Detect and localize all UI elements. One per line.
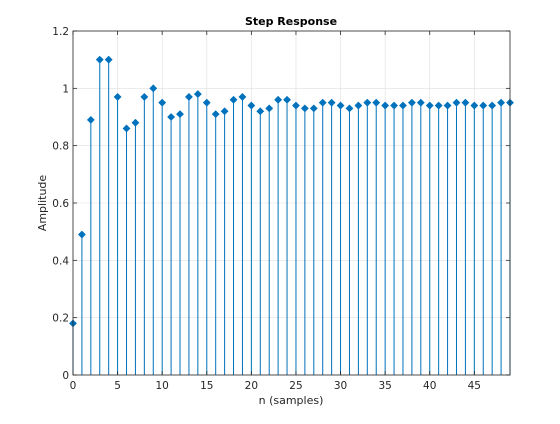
chart-title: Step Response bbox=[245, 15, 337, 28]
y-axis-label: Amplitude bbox=[36, 175, 49, 232]
stem-marker bbox=[407, 98, 416, 107]
x-tick-label: 30 bbox=[334, 380, 347, 392]
stem-marker bbox=[122, 124, 131, 133]
stem-marker bbox=[140, 93, 149, 101]
stem-marker bbox=[497, 98, 505, 107]
stem-marker bbox=[95, 55, 104, 64]
stem-markers bbox=[69, 55, 514, 328]
stem-marker bbox=[185, 93, 193, 101]
stem-marker bbox=[434, 101, 443, 110]
stem-marker bbox=[274, 95, 283, 104]
stem-marker bbox=[113, 93, 122, 101]
stem-marker bbox=[479, 101, 488, 110]
y-tick-label: 0.2 bbox=[52, 313, 69, 325]
stem-marker bbox=[318, 98, 327, 107]
stem-marker bbox=[256, 107, 265, 116]
stem-lines bbox=[72, 59, 511, 375]
x-tick-label: 5 bbox=[114, 380, 121, 392]
stem-marker bbox=[78, 230, 86, 239]
y-tick-label: 1 bbox=[62, 83, 69, 95]
stem-marker bbox=[336, 101, 345, 110]
stem-marker bbox=[354, 101, 363, 110]
x-tick-label: 0 bbox=[70, 380, 77, 392]
y-tick-label: 0 bbox=[62, 370, 69, 382]
stem-marker bbox=[425, 101, 434, 110]
stem-marker bbox=[211, 110, 220, 119]
stem-marker bbox=[327, 98, 336, 107]
stem-marker bbox=[390, 101, 398, 110]
stem-marker bbox=[149, 84, 158, 93]
stem-marker bbox=[193, 90, 202, 98]
stem-marker bbox=[131, 118, 140, 127]
stem-marker bbox=[167, 113, 176, 121]
stem-marker bbox=[220, 107, 229, 116]
x-tick-label: 20 bbox=[245, 380, 258, 392]
stem-marker bbox=[381, 101, 390, 110]
x-tick-label: 25 bbox=[289, 380, 302, 392]
x-ticks: 0 5 10 15 20 25 30 35 40 45 bbox=[70, 31, 481, 392]
stem-marker bbox=[345, 104, 354, 113]
stem-marker bbox=[300, 104, 309, 113]
stem-marker bbox=[372, 98, 381, 107]
stem-marker bbox=[176, 110, 184, 119]
stem-marker bbox=[86, 115, 95, 124]
y-ticks: 0 0.2 0.4 0.6 0.8 1 1.2 bbox=[52, 26, 510, 382]
y-tick-label: 0.4 bbox=[52, 255, 69, 267]
stem-marker bbox=[238, 93, 247, 101]
stem-marker bbox=[309, 104, 318, 113]
stem-marker bbox=[283, 95, 291, 104]
stem-marker bbox=[452, 98, 461, 107]
x-tick-label: 40 bbox=[423, 380, 436, 392]
stem-marker bbox=[265, 104, 274, 113]
y-tick-label: 0.6 bbox=[52, 198, 69, 210]
stem-marker bbox=[104, 55, 113, 64]
stem-marker bbox=[443, 101, 452, 110]
stem-marker bbox=[292, 101, 300, 110]
stem-marker bbox=[202, 98, 211, 107]
x-tick-label: 35 bbox=[378, 380, 391, 392]
x-tick-label: 15 bbox=[200, 380, 213, 392]
stem-marker bbox=[158, 98, 167, 107]
x-tick-label: 10 bbox=[155, 380, 168, 392]
stem-marker bbox=[229, 95, 238, 104]
y-tick-label: 1.2 bbox=[52, 26, 69, 38]
stem-marker bbox=[470, 101, 479, 110]
x-tick-label: 45 bbox=[468, 380, 481, 392]
stem-marker bbox=[416, 98, 425, 107]
stem-marker bbox=[247, 101, 256, 110]
stem-marker bbox=[363, 98, 372, 107]
stem-marker bbox=[399, 101, 407, 110]
x-axis-label: n (samples) bbox=[259, 394, 324, 407]
stem-marker bbox=[461, 98, 470, 107]
stem-marker bbox=[488, 101, 497, 110]
y-tick-label: 0.8 bbox=[52, 141, 69, 153]
